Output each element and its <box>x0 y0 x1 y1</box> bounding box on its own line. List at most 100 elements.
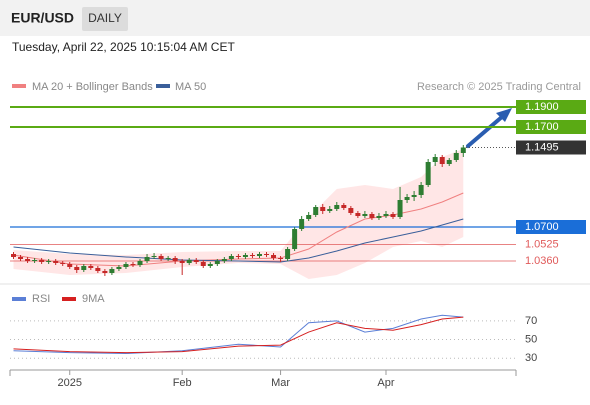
level-box <box>516 140 586 155</box>
candle-body <box>130 264 136 265</box>
candle-body <box>116 267 122 269</box>
indicator-line <box>13 314 464 355</box>
y-tick-label: 30 <box>525 352 537 364</box>
candle-body <box>439 157 445 164</box>
y-tick-label: 50 <box>525 333 537 345</box>
candle-body <box>404 197 410 200</box>
candle-body <box>221 259 227 261</box>
legend-swatch <box>62 297 76 301</box>
candle-body <box>299 219 305 229</box>
candle-body <box>18 257 24 259</box>
candle-body <box>109 269 115 273</box>
candle-body <box>362 214 368 216</box>
candle-body <box>411 195 417 197</box>
candle-body <box>460 147 466 153</box>
candle-body <box>95 268 101 271</box>
ma-line <box>13 218 464 263</box>
candle-body <box>53 261 59 263</box>
candle-body <box>60 263 66 264</box>
y-tick-label: 70 <box>525 315 537 327</box>
candle-body <box>432 157 438 162</box>
x-tick-label: Mar <box>271 377 290 389</box>
candle-body <box>376 216 382 218</box>
candle-body <box>32 260 38 261</box>
level-box <box>516 100 586 114</box>
candle-body <box>369 214 375 218</box>
candle-body <box>123 264 129 267</box>
candle-body <box>193 260 199 262</box>
candle-body <box>320 207 326 211</box>
candle-body <box>425 162 431 185</box>
candle-body <box>179 261 185 263</box>
candle-body <box>11 254 17 257</box>
x-tick-label: Feb <box>173 377 192 389</box>
candle-body <box>383 214 389 216</box>
candle-body <box>235 256 241 257</box>
candle-body <box>186 260 192 263</box>
level-label: 1.0700 <box>525 221 559 233</box>
legend-label: MA 50 <box>175 81 206 93</box>
candle-body <box>390 214 396 217</box>
candle-body <box>313 207 319 215</box>
candle-body <box>242 255 248 257</box>
candle-body <box>207 264 213 266</box>
level-label: 1.1495 <box>525 141 559 153</box>
candle-body <box>165 258 171 259</box>
candle-body <box>285 249 291 259</box>
level-box <box>516 220 586 234</box>
candle-body <box>151 256 157 257</box>
level-label: 1.1700 <box>525 121 559 133</box>
x-tick-label: 2025 <box>57 377 81 389</box>
legend-swatch <box>12 84 26 88</box>
datetime: Tuesday, April 22, 2025 10:15:04 AM CET <box>12 40 235 54</box>
candle-body <box>200 262 206 266</box>
level-label: 1.1900 <box>525 101 559 113</box>
candle-body <box>327 209 333 211</box>
candle-body <box>102 271 108 273</box>
trend-arrow <box>466 114 505 148</box>
legend-label: 9MA <box>82 293 105 305</box>
legend-label: RSI <box>32 293 50 305</box>
candle-body <box>67 264 73 267</box>
candle-body <box>158 256 164 259</box>
candle-body <box>249 255 255 256</box>
level-label: 1.0525 <box>525 238 559 250</box>
period: DAILY <box>88 11 122 25</box>
credit: Research © 2025 Trading Central <box>417 81 581 93</box>
candle-body <box>355 213 361 216</box>
candle-body <box>144 257 150 261</box>
candle-body <box>334 205 340 209</box>
candle-body <box>25 259 31 261</box>
candle-body <box>214 261 220 264</box>
candle-body <box>292 229 298 249</box>
level-box <box>516 120 586 134</box>
legend-swatch <box>156 84 170 88</box>
candle-body <box>341 205 347 208</box>
period-pill <box>82 7 128 31</box>
legend-label: MA 20 + Bollinger Bands <box>32 81 153 93</box>
candle-body <box>88 266 94 268</box>
candle-body <box>228 256 234 259</box>
candle-body <box>271 255 277 258</box>
symbol: EUR/USD <box>11 10 74 26</box>
candle-body <box>256 254 262 256</box>
candle-body <box>397 200 403 217</box>
candle-body <box>446 160 452 164</box>
candle-body <box>46 261 52 262</box>
candle-body <box>278 258 284 259</box>
legend-swatch <box>12 297 26 301</box>
candle-body <box>453 153 459 160</box>
candle-body <box>418 185 424 195</box>
candle-body <box>306 215 312 219</box>
indicator-line <box>13 316 464 354</box>
candle-body <box>137 261 143 265</box>
candle-body <box>39 260 45 262</box>
level-label: 1.0360 <box>525 255 559 267</box>
candle-body <box>81 266 87 270</box>
candle-body <box>172 258 178 261</box>
candle-body <box>348 208 354 213</box>
x-tick-label: Apr <box>377 377 394 389</box>
candle-body <box>74 267 80 270</box>
